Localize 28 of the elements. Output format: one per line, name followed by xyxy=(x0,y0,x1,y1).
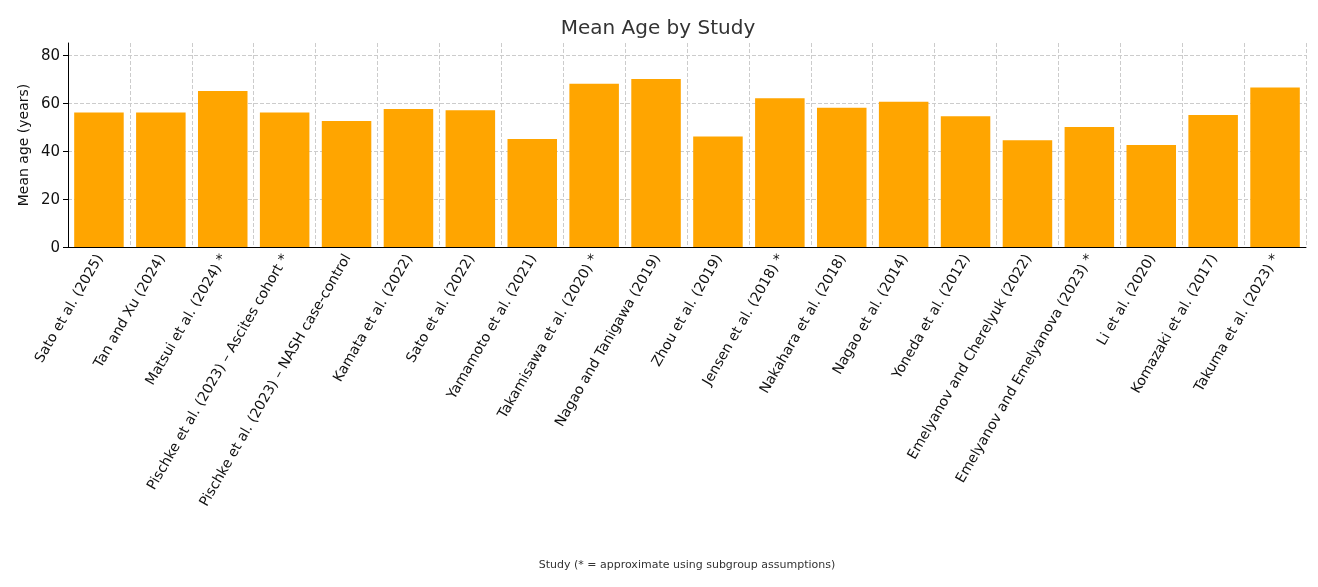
bar xyxy=(940,116,991,247)
x-axis-title: Study (* = approximate using subgroup assumptions) xyxy=(538,558,836,571)
bar xyxy=(74,112,124,247)
y-tick-label: 20 xyxy=(40,190,60,208)
bar xyxy=(569,83,619,247)
bar xyxy=(878,101,929,247)
bar xyxy=(1126,145,1177,247)
bar xyxy=(1064,127,1115,247)
bar xyxy=(693,136,743,247)
bar xyxy=(816,107,867,247)
y-tick-label: 80 xyxy=(40,46,60,64)
bar xyxy=(136,112,186,247)
bar xyxy=(383,109,434,247)
bar xyxy=(631,79,681,247)
bar xyxy=(197,91,248,247)
bar xyxy=(1250,87,1300,247)
y-axis-title: Mean age (years) xyxy=(15,83,31,207)
y-tick-label: 0 xyxy=(50,238,60,256)
bar xyxy=(321,121,372,247)
bar xyxy=(1002,140,1053,247)
y-tick-label: 40 xyxy=(40,142,60,160)
bar xyxy=(259,112,310,247)
y-tick-label: 60 xyxy=(40,94,60,112)
chart-title: Mean Age by Study xyxy=(560,15,756,39)
bar xyxy=(755,98,805,247)
bar xyxy=(507,139,558,247)
bar xyxy=(1188,115,1238,247)
bar xyxy=(445,110,496,247)
